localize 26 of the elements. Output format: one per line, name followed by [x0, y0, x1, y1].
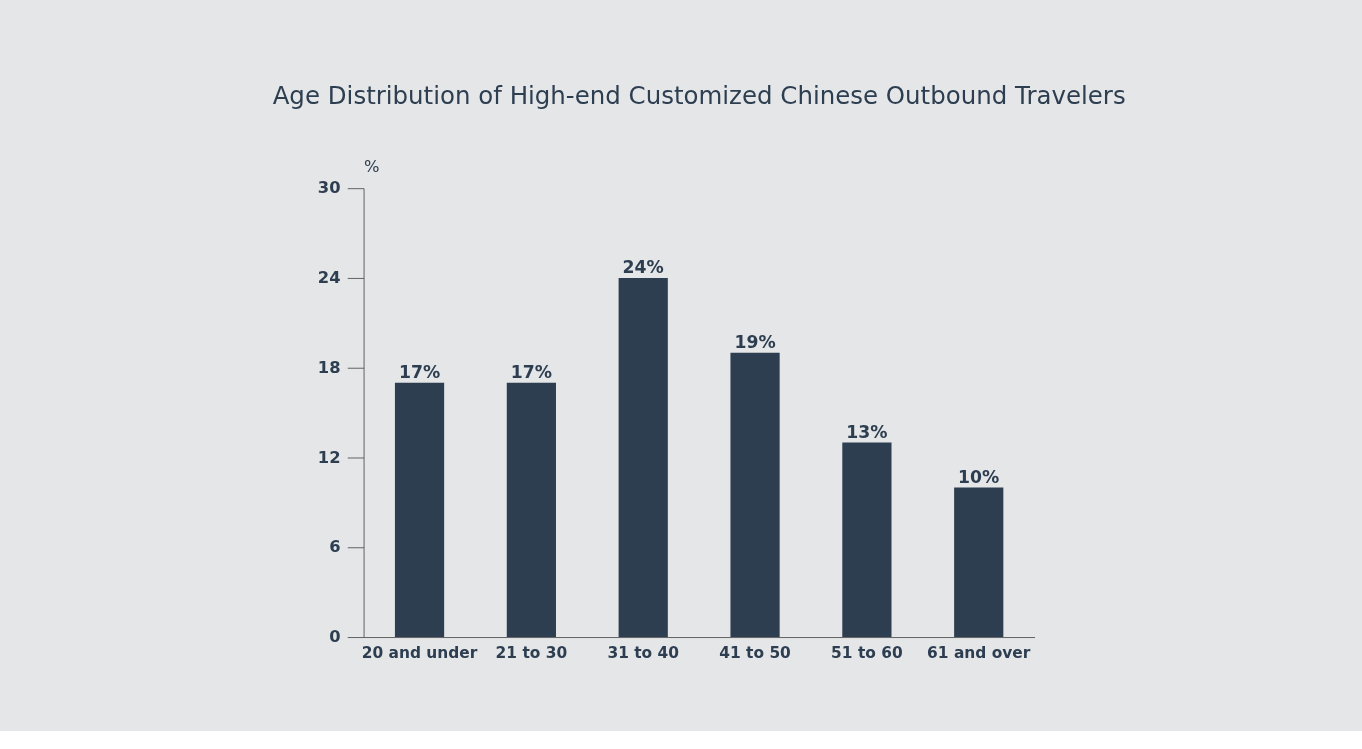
y-tick-label: 30: [317, 178, 341, 198]
data-label: 13%: [846, 422, 888, 443]
y-tick-label: 6: [329, 537, 341, 557]
y-axis-title: %: [364, 157, 380, 177]
y-tick-label: 18: [317, 357, 341, 377]
y-tick-label: 0: [329, 627, 341, 647]
bar: [618, 277, 668, 638]
data-label: 24%: [622, 257, 664, 278]
bar: [506, 382, 556, 638]
x-tick-label: 51 to 60: [831, 644, 903, 663]
y-tick-label: 12: [317, 447, 341, 467]
bar: [842, 442, 892, 638]
x-tick-label: 20 and under: [361, 644, 478, 663]
x-tick-label: 41 to 50: [719, 644, 791, 663]
chart-title: Age Distribution of High-end Customized Chinese Outbound Travelers: [272, 80, 1126, 110]
data-label: 19%: [734, 332, 776, 353]
data-label: 17%: [398, 362, 441, 383]
bar: [954, 487, 1004, 638]
y-tick-label: 24: [317, 267, 341, 287]
bar: [730, 352, 780, 638]
x-tick-label: 61 and over: [927, 644, 1031, 663]
bar: [394, 382, 445, 638]
x-tick-label: 31 to 40: [607, 644, 679, 663]
data-label: 10%: [958, 466, 1000, 487]
x-tick-label: 21 to 30: [495, 644, 568, 663]
data-label: 17%: [510, 362, 552, 383]
